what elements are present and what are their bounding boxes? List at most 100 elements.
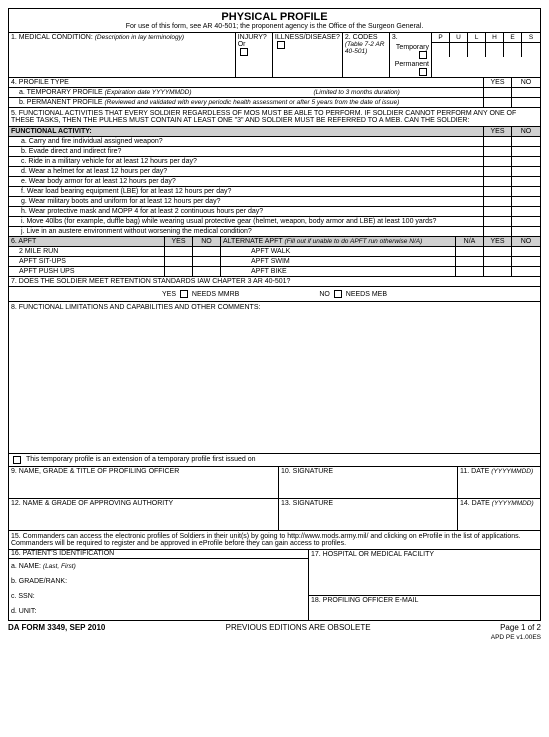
pulhes-h-val[interactable] <box>486 43 504 57</box>
fa-yes-3[interactable] <box>484 167 512 176</box>
fa-row-7: h. Wear protective mask and MOPP 4 for a… <box>9 207 540 217</box>
pulhes-e: E <box>504 33 522 42</box>
s10: 10. SIGNATURE <box>279 467 458 498</box>
s7-yes: YES <box>162 291 176 298</box>
s3-perm: Permanent <box>395 61 429 68</box>
fa-no-8[interactable] <box>512 217 540 226</box>
fa-no-3[interactable] <box>512 167 540 176</box>
fa-no-5[interactable] <box>512 187 540 196</box>
form-subtitle: For use of this form, see AR 40-501; the… <box>9 23 540 33</box>
fa-yes-6[interactable] <box>484 197 512 206</box>
fa-yes-7[interactable] <box>484 207 512 216</box>
pulhes-s-val[interactable] <box>522 43 540 57</box>
s6-ly-0[interactable] <box>165 247 193 256</box>
s12: 12. NAME & GRADE OF APPROVING AUTHORITY <box>9 499 279 530</box>
s4b-yes[interactable] <box>484 98 512 107</box>
s6-r-0: APFT WALK <box>221 247 456 256</box>
s6-ln-1[interactable] <box>193 257 221 266</box>
fa-text-5: f. Wear load bearing equipment (LBE) for… <box>9 187 484 196</box>
ext-checkbox[interactable] <box>13 456 21 464</box>
s6-r-1: APFT SWIM <box>221 257 456 266</box>
fa-header-row: FUNCTIONAL ACTIVITY: YES NO <box>9 127 540 137</box>
s6-label: 6. APFT <box>9 237 165 246</box>
fa-row-5: f. Wear load bearing equipment (LBE) for… <box>9 187 540 197</box>
pulhes-h: H <box>486 33 504 42</box>
s8: 8. FUNCTIONAL LIMITATIONS AND CAPABILITI… <box>9 302 540 467</box>
s6-rna-0[interactable] <box>456 247 484 256</box>
s4a-yes[interactable] <box>484 88 512 97</box>
fa-text-8: i. Move 40lbs (for example, duffle bag) … <box>9 217 484 226</box>
s4-yes: YES <box>484 78 512 87</box>
s8-body[interactable] <box>9 313 540 453</box>
fa-yes-2[interactable] <box>484 157 512 166</box>
s6-rn-1[interactable] <box>512 257 540 266</box>
fa-row-1: b. Evade direct and indirect fire? <box>9 147 540 157</box>
s6-ly-1[interactable] <box>165 257 193 266</box>
fa-no: NO <box>512 127 540 136</box>
fa-yes-1[interactable] <box>484 147 512 156</box>
fa-no-6[interactable] <box>512 197 540 206</box>
s3-temp: Temporary <box>396 44 429 51</box>
s15: 15. Commanders can access the electronic… <box>9 531 540 550</box>
s7-yes-check[interactable] <box>180 290 188 298</box>
s6-rna-1[interactable] <box>456 257 484 266</box>
fa-row-4: e. Wear body armor for at least 12 hours… <box>9 177 540 187</box>
s6-ln-2[interactable] <box>193 267 221 276</box>
s4a-no[interactable] <box>512 88 540 97</box>
pulhes-l-val[interactable] <box>468 43 486 57</box>
s6-ry-2[interactable] <box>484 267 512 276</box>
fa-no-9[interactable] <box>512 227 540 236</box>
s6-r-2: APFT BIKE <box>221 267 456 276</box>
ext-row: This temporary profile is an extension o… <box>9 453 540 466</box>
fa-text-2: c. Ride in a military vehicle for at lea… <box>9 157 484 166</box>
s7-mmrb: NEEDS MMRB <box>192 291 239 298</box>
s6-ry-0[interactable] <box>484 247 512 256</box>
s6-yes2-h: YES <box>484 237 512 246</box>
s6-ln-0[interactable] <box>193 247 221 256</box>
s16an: (Last, First) <box>43 563 76 570</box>
s6-na-h: N/A <box>456 237 484 246</box>
s16b: b. GRADE/RANK: <box>11 574 306 589</box>
s6-no2-h: NO <box>512 237 540 246</box>
fa-yes-0[interactable] <box>484 137 512 146</box>
fa-text-9: j. Live in an austere environment withou… <box>9 227 484 236</box>
s7-no-check[interactable] <box>334 290 342 298</box>
s6-row-0: 2 MILE RUNAPFT WALK <box>9 247 540 257</box>
s16c: c. SSN: <box>11 589 306 604</box>
s16d: d. UNIT: <box>11 604 306 619</box>
fa-yes-4[interactable] <box>484 177 512 186</box>
fa-yes: YES <box>484 127 512 136</box>
s5: 5. FUNCTIONAL ACTIVITIES THAT EVERY SOLD… <box>9 108 540 127</box>
injury-checkbox[interactable] <box>240 48 248 56</box>
fa-no-2[interactable] <box>512 157 540 166</box>
fa-text-6: g. Wear military boots and uniform for a… <box>9 197 484 206</box>
s6-ly-2[interactable] <box>165 267 193 276</box>
s6-rna-2[interactable] <box>456 267 484 276</box>
perm-checkbox[interactable] <box>419 68 427 76</box>
pulhes-p-val[interactable] <box>432 43 450 57</box>
footer-page: Page 1 of 2 <box>500 623 541 632</box>
s6-ry-1[interactable] <box>484 257 512 266</box>
s6-rn-0[interactable] <box>512 247 540 256</box>
pulhes-u-val[interactable] <box>450 43 468 57</box>
fa-yes-5[interactable] <box>484 187 512 196</box>
fa-no-1[interactable] <box>512 147 540 156</box>
temp-checkbox[interactable] <box>419 51 427 59</box>
fa-no-4[interactable] <box>512 177 540 186</box>
s6-rn-2[interactable] <box>512 267 540 276</box>
illness-checkbox[interactable] <box>277 41 285 49</box>
fa-row-9: j. Live in an austere environment withou… <box>9 227 540 237</box>
fa-header: FUNCTIONAL ACTIVITY: <box>9 127 484 136</box>
s18: 18. PROFILING OFFICER E-MAIL <box>309 596 540 620</box>
fa-no-7[interactable] <box>512 207 540 216</box>
illness-label: ILLNESS/DISEASE? <box>275 34 340 41</box>
fa-yes-9[interactable] <box>484 227 512 236</box>
row-9-10-11: 9. NAME, GRADE & TITLE OF PROFILING OFFI… <box>9 467 540 499</box>
fa-no-0[interactable] <box>512 137 540 146</box>
injury-label: INJURY? Or <box>238 34 267 48</box>
s4b-no[interactable] <box>512 98 540 107</box>
fa-row-8: i. Move 40lbs (for example, duffle bag) … <box>9 217 540 227</box>
pulhes-e-val[interactable] <box>504 43 522 57</box>
s4a-label: a. TEMPORARY PROFILE <box>19 89 103 96</box>
fa-yes-8[interactable] <box>484 217 512 226</box>
